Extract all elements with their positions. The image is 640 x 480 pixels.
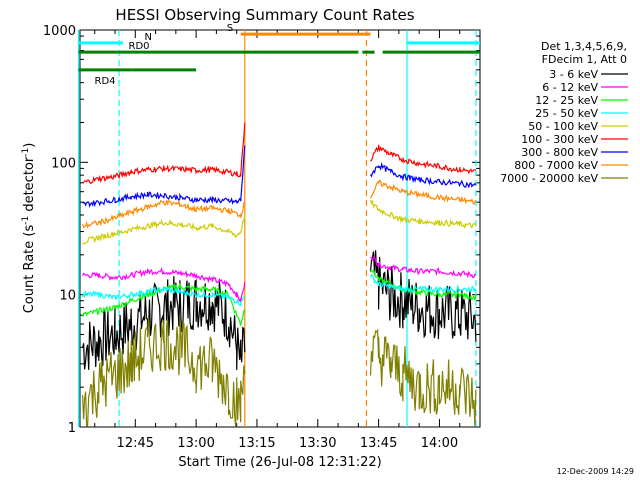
vertical-markers bbox=[77, 30, 477, 427]
legend-entry-label: 6 - 12 keV bbox=[542, 81, 598, 94]
x-tick-label: 14:00 bbox=[421, 436, 458, 451]
legend-entry-label: 12 - 25 keV bbox=[535, 94, 598, 107]
series-line bbox=[82, 276, 246, 370]
flag-bar-label: S bbox=[227, 23, 233, 34]
series-line bbox=[370, 267, 477, 302]
series-line bbox=[82, 317, 246, 428]
series-line bbox=[369, 250, 477, 342]
x-tick-label: 13:30 bbox=[299, 436, 336, 451]
series-line bbox=[369, 328, 477, 427]
series-line bbox=[82, 214, 246, 245]
y-tick-label: 1000 bbox=[43, 24, 76, 39]
y-tick-label: 1 bbox=[68, 421, 76, 436]
series-line bbox=[82, 122, 246, 185]
plot-frame bbox=[79, 29, 481, 428]
legend-entry-label: 100 - 300 keV bbox=[521, 133, 598, 146]
x-axis-label: Start Time (26-Jul-08 12:31:22) bbox=[178, 455, 381, 470]
legend-entry-label: 25 - 50 keV bbox=[535, 107, 598, 120]
flag-bar-label: RD4 bbox=[95, 76, 116, 87]
series-line bbox=[82, 145, 246, 208]
series-line bbox=[82, 285, 245, 307]
y-tick-label: 100 bbox=[51, 156, 76, 171]
series-line bbox=[369, 161, 477, 189]
legend-entry-label: 800 - 7000 keV bbox=[514, 159, 598, 172]
series-line bbox=[369, 274, 477, 295]
series-line bbox=[369, 199, 477, 230]
flag-bar-label: N bbox=[145, 32, 152, 43]
x-tick-label: 13:15 bbox=[238, 436, 275, 451]
legend-header-line-1: Det 1,3,4,5,6,9, bbox=[541, 40, 627, 53]
x-tick-label: 13:00 bbox=[177, 436, 214, 451]
y-axis-label: Count Rate (s-1 detector-1) bbox=[21, 143, 37, 314]
series-line bbox=[369, 179, 477, 206]
y-tick-label: 10 bbox=[59, 289, 76, 304]
legend-entry-label: 50 - 100 keV bbox=[528, 120, 598, 133]
series-line bbox=[370, 144, 476, 175]
legend-entry-label: 300 - 800 keV bbox=[521, 146, 598, 159]
legend-header-line-2: FDecim 1, Att 0 bbox=[542, 53, 627, 66]
series-line bbox=[82, 199, 246, 229]
legend-entry-label: 3 - 6 keV bbox=[549, 68, 598, 81]
chart-title: HESSI Observing Summary Count Rates bbox=[115, 6, 414, 24]
flag-bar-label: RD0 bbox=[129, 41, 150, 52]
footer-date: 12-Dec-2009 14:29 bbox=[557, 467, 634, 476]
series-line bbox=[82, 267, 246, 303]
x-tick-label: 13:45 bbox=[360, 436, 397, 451]
legend-entry-label: 7000 - 20000 keV bbox=[500, 172, 598, 185]
x-axis: 12:45 13:00 13:15 13:30 13:45 14:00 bbox=[94, 30, 481, 451]
series-line bbox=[370, 256, 476, 279]
x-tick-label: 12:45 bbox=[117, 436, 154, 451]
series-group bbox=[82, 122, 477, 428]
